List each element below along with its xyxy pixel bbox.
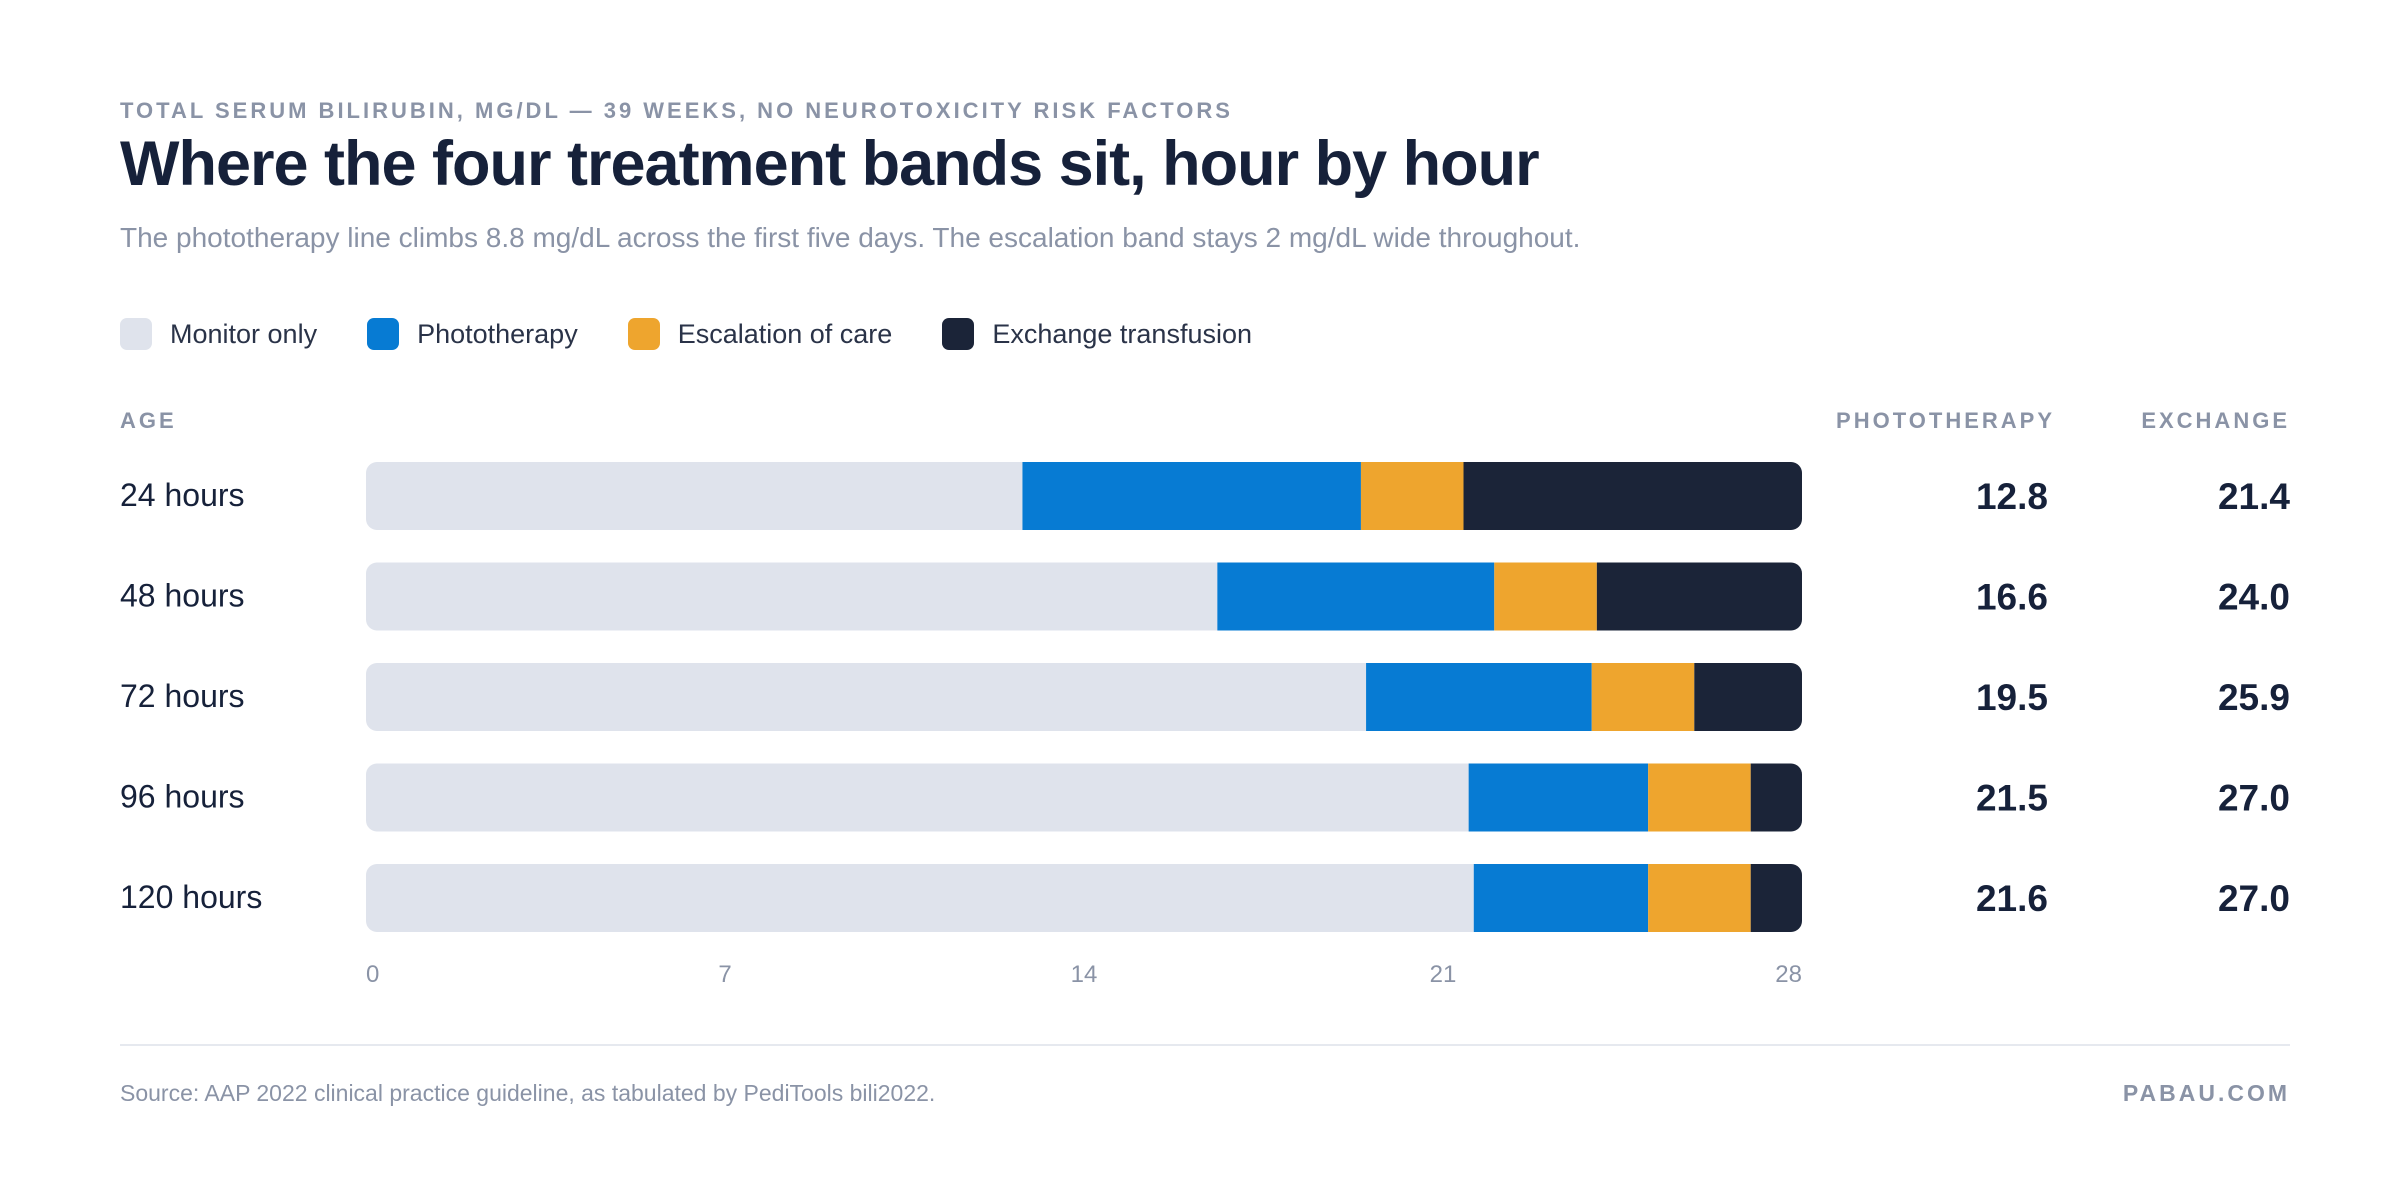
bar-row: 72 hours 19.5 25.9	[120, 663, 2290, 731]
bar-row: 96 hours 21.5 27.0	[120, 763, 2290, 832]
x-tick-label: 0	[366, 961, 379, 988]
x-tick-label: 21	[1430, 961, 1457, 988]
column-header-exchange: EXCHANGE	[2141, 408, 2290, 433]
legend: Monitor only Phototherapy Escalation of …	[120, 318, 1252, 350]
footer-divider	[120, 1044, 2290, 1046]
chart-eyebrow: TOTAL SERUM BILIRUBIN, MG/DL — 39 WEEKS,…	[120, 98, 1233, 123]
phototherapy-value: 21.5	[1976, 778, 2048, 819]
bar-segment-escalation	[1494, 562, 1597, 631]
legend-item-monitor: Monitor only	[120, 318, 317, 350]
source-note: Source: AAP 2022 clinical practice guide…	[120, 1080, 936, 1106]
brand-mark: PABAU.COM	[2122, 1080, 2290, 1106]
bar-segment-exchange	[1750, 864, 1802, 932]
column-header-phototherapy: PHOTOTHERAPY	[1836, 408, 2055, 433]
legend-label-escalation: Escalation of care	[677, 318, 893, 349]
age-label: 96 hours	[120, 779, 245, 815]
bar-segment-escalation	[1648, 864, 1751, 932]
exchange-value: 21.4	[2218, 476, 2290, 517]
bar-segment-escalation	[1360, 462, 1464, 530]
stacked-bar	[366, 763, 1802, 832]
bar-segment-monitor	[366, 462, 1023, 530]
stacked-bar	[366, 462, 1802, 530]
exchange-value: 24.0	[2218, 577, 2290, 618]
age-label: 72 hours	[120, 678, 245, 714]
bar-row: 48 hours 16.6 24.0	[120, 562, 2290, 631]
legend-label-phototherapy: Phototherapy	[417, 318, 578, 349]
bar-segment-phototherapy	[1468, 763, 1649, 832]
chart-title: Where the four treatment bands sit, hour…	[120, 129, 1540, 199]
bar-segment-exchange	[1596, 562, 1802, 631]
phototherapy-value: 21.6	[1976, 878, 2048, 919]
chart-subtitle: The phototherapy line climbs 8.8 mg/dL a…	[120, 222, 1581, 253]
phototherapy-value: 12.8	[1976, 476, 2048, 517]
legend-item-phototherapy: Phototherapy	[367, 318, 578, 350]
bar-segment-escalation	[1591, 663, 1695, 731]
bar-segment-phototherapy	[1217, 562, 1495, 631]
exchange-value: 25.9	[2218, 677, 2290, 718]
bar-row: 120 hours 21.6 27.0	[120, 864, 2290, 932]
x-tick-label: 28	[1775, 961, 1802, 988]
bar-segment-phototherapy	[1366, 663, 1592, 731]
legend-swatch-phototherapy	[367, 318, 400, 350]
bar-segment-monitor	[366, 763, 1469, 832]
bar-segment-escalation	[1648, 763, 1751, 832]
phototherapy-value: 16.6	[1976, 577, 2048, 618]
bar-segment-phototherapy	[1022, 462, 1361, 530]
bar-row: 24 hours 12.8 21.4	[120, 462, 2290, 530]
bar-segment-monitor	[366, 562, 1218, 631]
age-label: 120 hours	[120, 879, 262, 915]
stacked-bar	[366, 663, 1802, 731]
legend-swatch-exchange	[942, 318, 975, 350]
legend-item-escalation: Escalation of care	[627, 318, 893, 350]
column-header-age: AGE	[120, 408, 177, 433]
x-tick-label: 7	[718, 961, 731, 988]
legend-item-exchange: Exchange transfusion	[942, 318, 1252, 350]
legend-swatch-escalation	[627, 318, 660, 350]
age-label: 48 hours	[120, 578, 245, 614]
legend-label-monitor: Monitor only	[170, 318, 318, 349]
legend-label-exchange: Exchange transfusion	[992, 318, 1252, 349]
stacked-bar	[366, 562, 1802, 631]
bar-segment-monitor	[366, 663, 1367, 731]
exchange-value: 27.0	[2218, 778, 2290, 819]
legend-swatch-monitor	[120, 318, 152, 350]
bar-segment-exchange	[1463, 462, 1802, 530]
age-label: 24 hours	[120, 477, 245, 513]
phototherapy-value: 19.5	[1976, 677, 2048, 718]
stacked-bar	[366, 864, 1802, 932]
x-tick-label: 14	[1071, 961, 1098, 988]
bar-segment-exchange	[1750, 763, 1802, 832]
bar-segment-monitor	[366, 864, 1474, 932]
bar-segment-exchange	[1694, 663, 1802, 731]
bar-segment-phototherapy	[1473, 864, 1649, 932]
exchange-value: 27.0	[2218, 878, 2290, 919]
